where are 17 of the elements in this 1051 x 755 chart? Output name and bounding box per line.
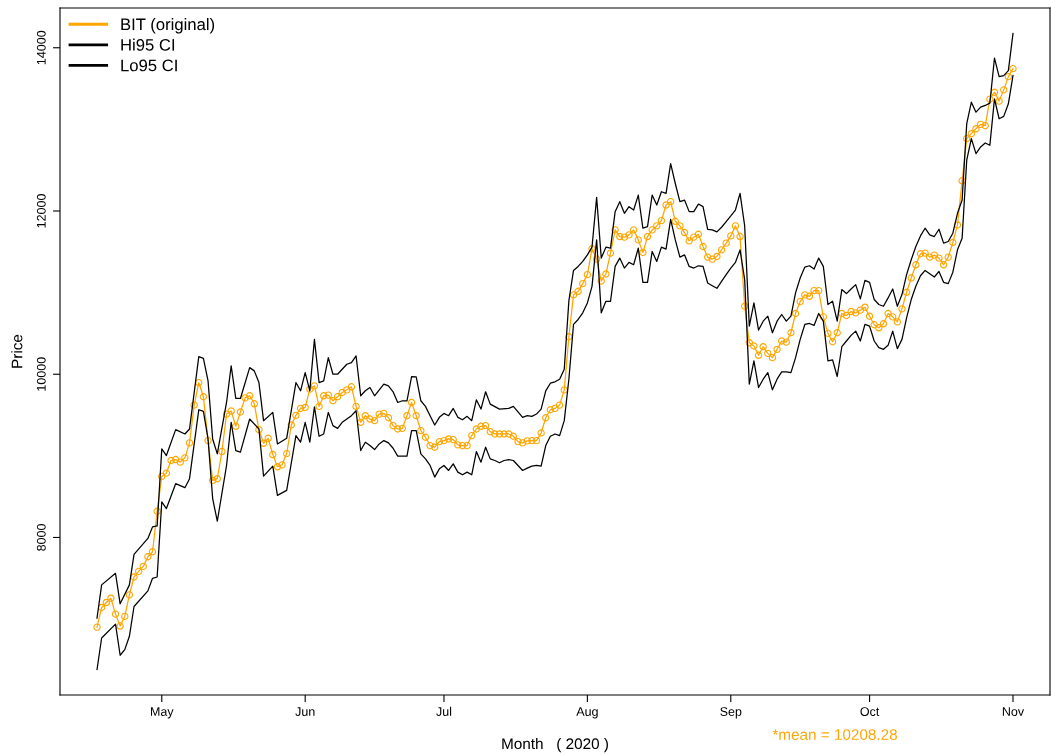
x-tick-label: Jun bbox=[295, 707, 315, 716]
y-tick-label: 8000 bbox=[36, 524, 46, 551]
legend-label: Lo95 CI bbox=[121, 59, 177, 72]
y-tick-label: 14000 bbox=[36, 30, 46, 65]
x-tick-label: Aug bbox=[576, 707, 598, 719]
y-tick-label: 12000 bbox=[36, 194, 46, 228]
x-tick-label: Jul bbox=[436, 706, 452, 716]
x-tick-label: Oct bbox=[860, 707, 880, 716]
legend-label: Hi95 CI bbox=[121, 38, 175, 51]
x-tick-label: May bbox=[150, 707, 174, 719]
legend-label: BIT (original) bbox=[121, 18, 215, 34]
y-tick-label: 10000 bbox=[36, 357, 46, 391]
x-axis-title: Month ( 2020 ) bbox=[502, 737, 608, 753]
text: *mean = 10208.28 bbox=[772, 729, 897, 740]
x-tick-label: Nov bbox=[1002, 707, 1025, 716]
x-tick-label: Sep bbox=[720, 707, 742, 719]
y-axis-title: Price bbox=[11, 334, 23, 368]
